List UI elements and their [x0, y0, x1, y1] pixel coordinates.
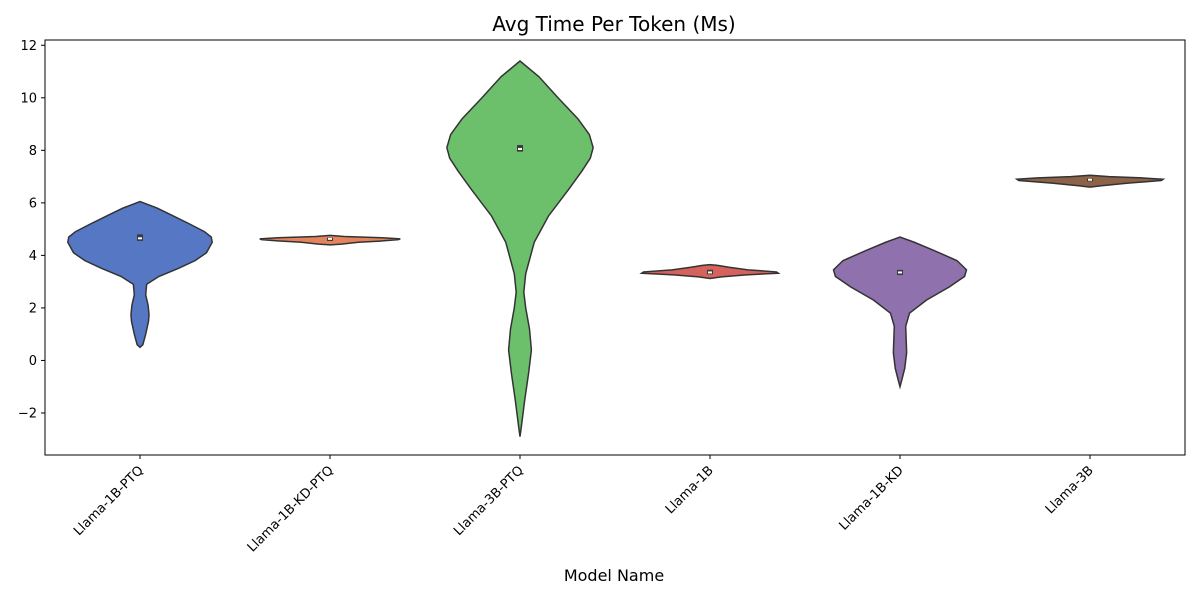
median-marker [138, 237, 142, 240]
y-tick-label: 12 [20, 39, 37, 54]
y-tick-label: 2 [29, 301, 37, 316]
violin-llama-3b-ptq [446, 60, 594, 437]
median-marker [518, 148, 522, 151]
median-marker [708, 271, 712, 274]
y-tick-label: −2 [18, 406, 37, 421]
y-tick-label: 8 [29, 144, 37, 159]
x-axis-label: Model Name [564, 566, 664, 585]
x-tick-label: Llama-1B-PTQ [71, 463, 147, 539]
median-marker [328, 237, 332, 240]
plot-area-frame [44, 39, 1186, 456]
x-tick-label: Llama-3B [1043, 463, 1097, 517]
violins-group [67, 60, 1166, 437]
median-marker [1088, 178, 1092, 181]
y-tick-label: 0 [29, 354, 37, 369]
x-axis: Llama-1B-PTQ Llama-1B-KD-PTQ Llama-3B-PTQ L… [71, 455, 1097, 555]
y-axis: −2 0 2 4 6 8 10 12 [18, 39, 45, 421]
x-tick-label: Llama-1B [663, 463, 717, 517]
violin-llama-1b-ptq [67, 200, 213, 349]
y-tick-label: 4 [29, 249, 37, 264]
violin-llama-1b-kd [832, 236, 968, 390]
median-marker [898, 271, 902, 274]
x-tick-label: Llama-1B-KD-PTQ [245, 463, 337, 555]
y-tick-label: 6 [29, 196, 37, 211]
x-tick-label: Llama-3B-PTQ [451, 463, 527, 539]
y-tick-label: 10 [20, 91, 37, 106]
x-tick-label: Llama-1B-KD [836, 463, 906, 533]
chart-title: Avg Time Per Token (Ms) [492, 12, 735, 36]
